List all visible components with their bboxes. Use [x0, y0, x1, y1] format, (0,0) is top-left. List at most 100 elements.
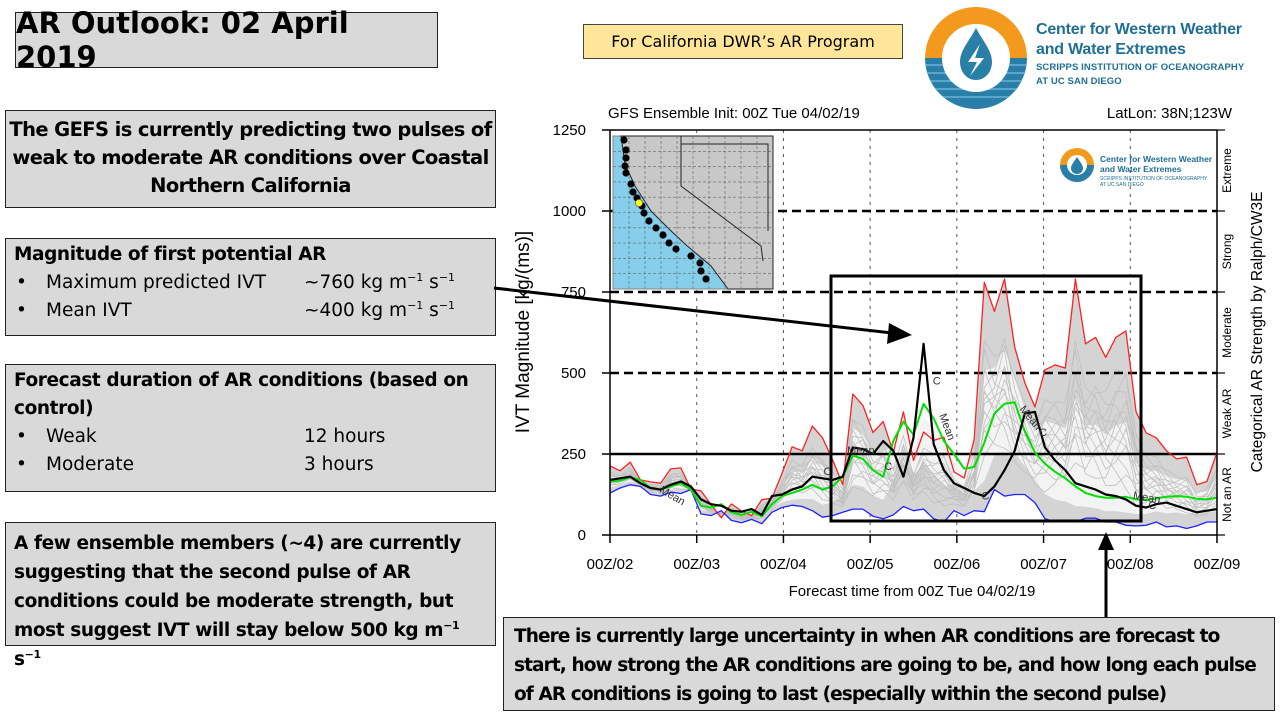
inset-map-ocean	[612, 135, 774, 290]
inset-map-point	[638, 202, 646, 210]
chart-logo-icon-inner	[1067, 155, 1087, 175]
x-tick-label: 00Z/08	[1107, 556, 1154, 573]
chart-logo-text: Center for Western Weather	[1100, 154, 1213, 164]
series-label-control: C	[1039, 427, 1047, 439]
magnitude-item-value: ~760 kg m−1 s−1	[304, 271, 456, 293]
x-tick-label: 00Z/03	[673, 556, 720, 573]
duration-item: • Weak 12 hours	[14, 423, 487, 451]
category-label: Not an AR	[1220, 467, 1234, 522]
chart-logo-text: SCRIPPS INSTITUTION OF OCEANOGRAPHY	[1100, 176, 1208, 182]
duration-box: Forecast duration of AR conditions (base…	[5, 364, 496, 492]
magnitude-heading: Magnitude of first potential AR	[14, 244, 327, 265]
chart-logo-icon	[1060, 148, 1094, 182]
program-label-text: For California DWR’s AR Program	[611, 32, 875, 51]
inset-map-point	[697, 267, 705, 275]
inset-map-point	[645, 217, 653, 225]
chart-logo-text: AT UC SAN DIEGO	[1100, 182, 1144, 188]
inset-map-point	[687, 252, 695, 260]
y-tick-label: 750	[561, 284, 586, 301]
inset-map-point	[622, 154, 630, 162]
inset-map-point	[622, 146, 630, 154]
series-label-mean: Mean	[1017, 404, 1044, 433]
inset-map-point	[627, 180, 635, 188]
y-tick-label: 1000	[553, 203, 586, 220]
x-tick-label: 00Z/02	[587, 556, 634, 573]
summary-text: The GEFS is currently predicting two pul…	[9, 118, 492, 197]
series-line-max	[609, 278, 1218, 519]
annotation-arrow-line	[493, 286, 893, 335]
magnitude-item-value: ~400 kg m−1 s−1	[304, 299, 456, 321]
inset-map-point	[622, 169, 630, 177]
magnitude-item-label: Maximum predicted IVT	[46, 272, 267, 293]
highlight-rectangle	[829, 274, 1143, 523]
uncertainty-note-text: There is currently large uncertainty in …	[514, 626, 1257, 705]
series-line-control	[609, 342, 1218, 517]
chart-title-right: LatLon: 38N;123W	[1107, 105, 1233, 122]
annotation-arrowhead	[887, 323, 912, 344]
category-label: Moderate	[1220, 307, 1234, 358]
inset-map-point	[659, 231, 667, 239]
chart-title-left: GFS Ensemble Init: 00Z Tue 04/02/19	[608, 105, 860, 122]
x-tick-label: 00Z/05	[847, 556, 894, 573]
inset-map-point	[633, 194, 641, 202]
series-label-control: C	[1148, 500, 1156, 512]
x-tick-label: 00Z/09	[1194, 556, 1241, 573]
program-label: For California DWR’s AR Program	[583, 24, 903, 59]
ensemble-envelope	[610, 279, 1217, 529]
ensemble-member-line	[610, 339, 1218, 519]
inset-map-point	[696, 259, 704, 267]
cw3e-logo-text: Center for Western Weather and Water Ext…	[1036, 20, 1244, 88]
y-tick-label: 0	[578, 527, 586, 544]
logo-name-line1: Center for Western Weather	[1036, 21, 1242, 38]
inset-map-point	[665, 239, 673, 247]
category-label: Strong	[1220, 234, 1234, 269]
inset-map-point	[652, 224, 660, 232]
series-label-control: C	[824, 466, 832, 478]
ensemble-member-line	[609, 399, 1218, 519]
ensemble-member-line	[609, 368, 1218, 519]
ensemble-member-line	[609, 372, 1218, 518]
y-tick-label: 500	[561, 365, 586, 382]
x-tick-label: 00Z/04	[760, 556, 807, 573]
series-label-mean: Mean	[1132, 490, 1161, 507]
cw3e-logo-icon	[925, 7, 1027, 109]
logo-name-line2: and Water Extremes	[1036, 41, 1186, 58]
page-title: AR Outlook: 02 April 2019	[15, 6, 438, 74]
series-label-control: C	[981, 490, 989, 502]
x-tick-label: 00Z/07	[1020, 556, 1067, 573]
chart-logo-icon-lower	[1060, 165, 1094, 182]
inset-map-land	[620, 135, 774, 290]
ensemble-member-line	[609, 389, 1218, 521]
duration-item-value: 3 hours	[304, 454, 374, 475]
duration-item-label: Weak	[46, 426, 97, 447]
series-label-mean: Mean	[936, 412, 957, 442]
magnitude-item-label: Mean IVT	[46, 300, 132, 321]
duration-heading: Forecast duration of AR conditions (base…	[14, 370, 469, 419]
ensemble-member-line	[609, 411, 1218, 518]
y-axis-label: IVT Magnitude [kg/(ms)]	[513, 231, 534, 433]
series-line-mean	[609, 401, 1218, 518]
ensemble-note-box: A few ensemble members (~4) are currentl…	[5, 522, 496, 670]
logo-sub-line2: AT UC SAN DIEGO	[1036, 76, 1122, 87]
uncertainty-note-box: There is currently large uncertainty in …	[503, 617, 1275, 711]
x-tick-label: 00Z/06	[934, 556, 981, 573]
inset-map-point	[621, 162, 629, 170]
category-label: Weak AR	[1220, 388, 1234, 438]
series-label-control: C	[933, 375, 941, 387]
ensemble-member-line	[609, 428, 1218, 521]
inset-map-state-border	[681, 143, 769, 231]
ensemble-member-line	[609, 365, 1218, 518]
ensemble-member-line	[609, 369, 1218, 520]
logo-sub-line1: SCRIPPS INSTITUTION OF OCEANOGRAPHY	[1036, 62, 1245, 73]
ensemble-inner-band	[610, 347, 1217, 521]
ensemble-member-line	[610, 345, 1218, 517]
inset-map-state-border	[680, 136, 764, 262]
inset-map-point	[640, 209, 648, 217]
page-title-text: AR Outlook: 02 April 2019	[16, 6, 349, 74]
annotation-arrowhead	[1098, 532, 1114, 550]
inset-map-point	[620, 136, 628, 144]
ensemble-member-line	[609, 378, 1218, 518]
ensemble-note-text: A few ensemble members (~4) are currentl…	[14, 533, 461, 641]
ensemble-member-line	[609, 388, 1218, 520]
